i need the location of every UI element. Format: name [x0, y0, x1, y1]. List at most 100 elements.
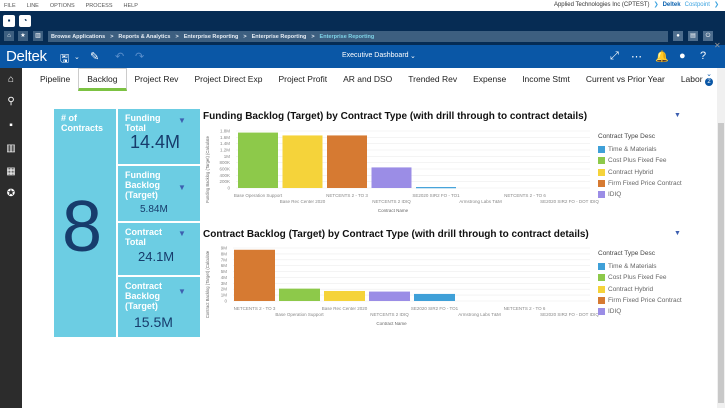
star-icon[interactable]: ★	[18, 31, 28, 41]
kpi-label: Contract Total	[125, 227, 163, 247]
legend-item[interactable]: Cost Plus Fixed Fee	[598, 272, 682, 283]
company-name: Applied Technologies Inc (CPTEST)	[553, 1, 650, 8]
x-tick-label: Base Operation Support	[275, 312, 324, 317]
breadcrumb-item[interactable]: Enterprise Reporting	[251, 33, 307, 40]
redo-icon[interactable]: ↷	[135, 51, 145, 63]
dashboard-title[interactable]: Executive Dashboard	[342, 52, 409, 59]
legend-item[interactable]: Time & Materials	[598, 144, 682, 155]
tab-trended-rev[interactable]: Trended Rev	[408, 74, 458, 84]
profile-icon[interactable]: ●	[679, 50, 686, 62]
kpi-value: 15.5M	[134, 314, 173, 330]
legend-item[interactable]: IDIQ	[598, 306, 682, 317]
x-axis-title: Contract Name	[378, 208, 409, 213]
home-icon[interactable]: ⌂	[4, 31, 14, 41]
menu-file[interactable]: FILE	[4, 2, 16, 9]
more-icon[interactable]: ⋯	[631, 51, 642, 63]
x-tick-label: Armstrong Labs T&M	[458, 312, 501, 317]
user-icon[interactable]: ●	[673, 31, 683, 41]
help-icon[interactable]: ?	[700, 50, 707, 62]
legend-item[interactable]: Time & Materials	[598, 261, 682, 272]
chat-icon[interactable]: ▪	[3, 15, 15, 27]
tab-project-rev[interactable]: Project Rev	[134, 74, 179, 84]
panel-icon[interactable]: ▥	[33, 31, 43, 41]
expand-icon[interactable]: ⤢	[610, 50, 619, 62]
kpi-contract-backlog[interactable]: Contract Backlog (Target) ▼ 15.5M	[118, 277, 200, 337]
bell-icon[interactable]: 🔔	[655, 51, 669, 63]
tab-overflow[interactable]: ⌄ 2	[704, 70, 714, 86]
close-icon[interactable]: ✕	[714, 41, 721, 50]
tab-current-vs-prior-year[interactable]: Current vs Prior Year	[585, 74, 665, 84]
favorites-icon[interactable]: ✪	[6, 188, 16, 199]
legend-label: Cost Plus Fixed Fee	[608, 274, 667, 282]
folder-icon[interactable]: ▪	[9, 120, 13, 131]
bar[interactable]	[282, 135, 323, 188]
breadcrumb-item[interactable]: Enterprise Reporting	[183, 33, 239, 40]
legend-item[interactable]: Contract Hybrid	[598, 284, 682, 295]
bar[interactable]	[324, 290, 365, 301]
bar[interactable]	[238, 132, 278, 188]
kpi-contracts[interactable]: # of Contracts 8	[54, 109, 116, 337]
tab-backlog[interactable]: Backlog	[78, 67, 127, 91]
breadcrumb-separator: >	[175, 33, 179, 40]
edit-pencil-icon[interactable]: ✎	[90, 51, 100, 63]
kpi-funding-total[interactable]: Funding Total ▼ 14.4M	[118, 109, 200, 164]
breadcrumb-current: Enterprise Reporting	[319, 33, 375, 40]
bar[interactable]	[234, 249, 275, 301]
bar[interactable]	[327, 135, 367, 188]
tab-project-profit[interactable]: Project Profit	[278, 74, 328, 84]
library-icon[interactable]: ▥	[6, 143, 16, 154]
legend-swatch	[598, 297, 605, 305]
filter-icon[interactable]: ▼	[674, 230, 681, 237]
bar[interactable]	[369, 291, 410, 301]
legend-item[interactable]: Firm Fixed Price Contract	[598, 178, 682, 189]
brand-costpoint: Costpoint	[684, 1, 710, 8]
bar[interactable]	[371, 167, 412, 188]
calendar-icon[interactable]: ▦	[6, 166, 16, 177]
filter-icon[interactable]: ▼	[178, 229, 186, 238]
y-tick-label: 1.6M	[220, 135, 230, 140]
power-icon[interactable]: ⏻	[703, 31, 713, 41]
y-tick-label: 1.4M	[220, 141, 230, 146]
tab-income-stmt[interactable]: Income Stmt	[522, 74, 570, 84]
save-icon[interactable]: 🖫	[60, 53, 70, 65]
scrollbar-thumb[interactable]	[718, 123, 724, 403]
legend-item[interactable]: IDIQ	[598, 189, 682, 200]
undo-icon[interactable]: ↶	[115, 51, 125, 63]
filter-icon[interactable]: ▼	[178, 116, 186, 125]
legend-label: Time & Materials	[608, 263, 657, 271]
folder-icon[interactable]: ▤	[688, 31, 698, 41]
legend-item[interactable]: Firm Fixed Price Contract	[598, 295, 682, 306]
kpi-funding-backlog[interactable]: Funding Backlog (Target) ▼ 5.84M	[118, 166, 200, 221]
filter-icon[interactable]: ▼	[178, 183, 186, 192]
tab-project-direct-exp[interactable]: Project Direct Exp	[194, 74, 263, 84]
menu-process[interactable]: PROCESS	[85, 2, 113, 9]
filter-icon[interactable]: ▼	[178, 287, 186, 296]
kpi-value: 24.1M	[138, 249, 175, 264]
menu-help[interactable]: HELP	[123, 2, 138, 9]
dashboard-gauge-icon[interactable]: ◔	[19, 15, 31, 27]
filter-icon[interactable]: ▼	[674, 112, 681, 119]
bar[interactable]	[279, 288, 320, 301]
breadcrumb-item[interactable]: Browse Applications	[51, 33, 106, 40]
breadcrumb-item[interactable]: Reports & Analytics	[118, 33, 171, 40]
kpi-label: Funding Backlog (Target)	[125, 170, 161, 200]
menu-line[interactable]: LINE	[26, 2, 39, 9]
bar[interactable]	[416, 187, 456, 189]
kpi-contract-total[interactable]: Contract Total ▼ 24.1M	[118, 223, 200, 275]
scrollbar[interactable]	[717, 68, 725, 408]
menu-options[interactable]: OPTIONS	[49, 2, 75, 9]
home-icon[interactable]: ⌂	[7, 74, 15, 85]
legend-item[interactable]: Cost Plus Fixed Fee	[598, 155, 682, 166]
chevron-down-icon[interactable]: ⌄	[410, 53, 416, 60]
chevron-down-icon[interactable]: ⌄	[706, 71, 712, 78]
legend-title: Contract Type Desc	[598, 133, 655, 140]
tab-expense[interactable]: Expense	[473, 74, 507, 84]
kpi-value: 8	[62, 187, 103, 267]
tab-labor[interactable]: Labor	[680, 74, 703, 84]
tab-pipeline[interactable]: Pipeline	[40, 74, 71, 84]
legend-item[interactable]: Contract Hybrid	[598, 167, 682, 178]
search-icon[interactable]: ⚲	[7, 96, 15, 107]
tab-ar-and-dso[interactable]: AR and DSO	[343, 74, 393, 84]
chevron-down-icon[interactable]: ⌄	[74, 54, 80, 61]
bar[interactable]	[414, 293, 455, 301]
